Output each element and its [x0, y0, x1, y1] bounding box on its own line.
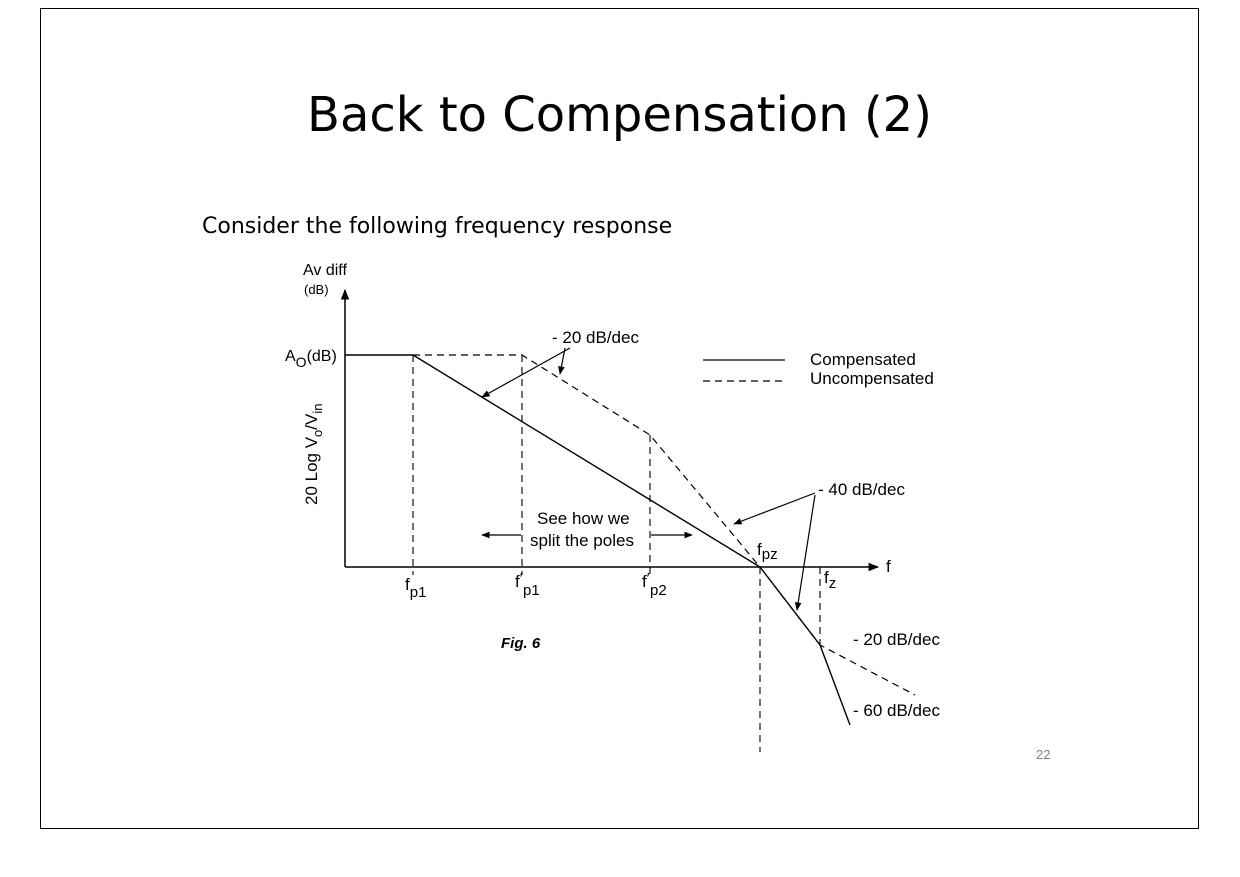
tick-fp1-prime-sub: p1: [523, 582, 540, 599]
arrow-slope-40-to-compensated: [794, 494, 816, 611]
annotation-slope-20-right: - 20 dB/dec: [853, 630, 940, 649]
tick-fp2-prime-main: f: [642, 572, 647, 591]
tick-fp1-prime: f′p1: [515, 570, 540, 599]
annotation-split-line2: split the poles: [530, 531, 634, 550]
ao-label-sub: O: [296, 354, 307, 370]
tick-fp2-prime-sub: p2: [650, 582, 667, 599]
legend-compensated-label: Compensated: [810, 350, 916, 369]
annotation-split-line1: See how we: [537, 509, 630, 528]
tick-fp2-prime: f′p2: [642, 570, 667, 599]
fpz-main: f: [757, 540, 762, 559]
fz-label: fz: [824, 568, 836, 592]
annotation-slope-40: - 40 dB/dec: [818, 480, 905, 499]
ao-label-tail: (dB): [307, 348, 337, 365]
fpz-sub: pz: [762, 546, 778, 563]
page-number: 22: [1036, 747, 1051, 762]
tick-fp1-sub: p1: [410, 584, 427, 601]
y-axis-label-sub1: o: [310, 430, 325, 437]
y-axis-label-rotated: 20 Log Vo/Vin: [302, 404, 325, 505]
y-axis-label-part1: 20 Log V: [302, 436, 321, 505]
fz-main: f: [824, 568, 829, 587]
tick-fp1-main: f: [405, 575, 410, 594]
uncompensated-curve: [413, 354, 916, 696]
x-axis-label: f: [886, 557, 891, 576]
intro-text: Consider the following frequency respons…: [202, 214, 673, 239]
annotation-slope-20-top: - 20 dB/dec: [552, 328, 639, 347]
tick-fp1-prime-mark: ′: [520, 570, 523, 587]
slide-title: Back to Compensation (2): [307, 87, 932, 143]
ao-label-main: A: [285, 348, 296, 365]
ao-label: AO(dB): [285, 348, 337, 370]
arrow-slope-40-to-uncompensated: [733, 492, 816, 525]
tick-fp1: fp1: [405, 575, 426, 601]
y-axis-label-part2: /V: [302, 413, 321, 430]
fz-sub: z: [829, 575, 837, 592]
arrow-slope-20-to-uncompensated: [558, 347, 566, 375]
annotation-slope-60: - 60 dB/dec: [853, 701, 940, 720]
arrow-slope-20-to-compensated: [481, 347, 571, 398]
slide: Back to Compensation (2) Consider the fo…: [40, 8, 1199, 829]
y-axis-label-sub2: in: [310, 404, 325, 414]
legend-uncompensated-label: Uncompensated: [810, 369, 934, 388]
tick-fp2-prime-mark: ′: [647, 570, 650, 587]
y-axis-label-top: Av diff: [303, 262, 347, 279]
figure-caption: Fig. 6: [501, 635, 541, 652]
y-axis-label-unit: (dB): [304, 282, 329, 297]
fpz-label: fpz: [757, 540, 778, 563]
tick-fp1-prime-main: f: [515, 572, 520, 591]
